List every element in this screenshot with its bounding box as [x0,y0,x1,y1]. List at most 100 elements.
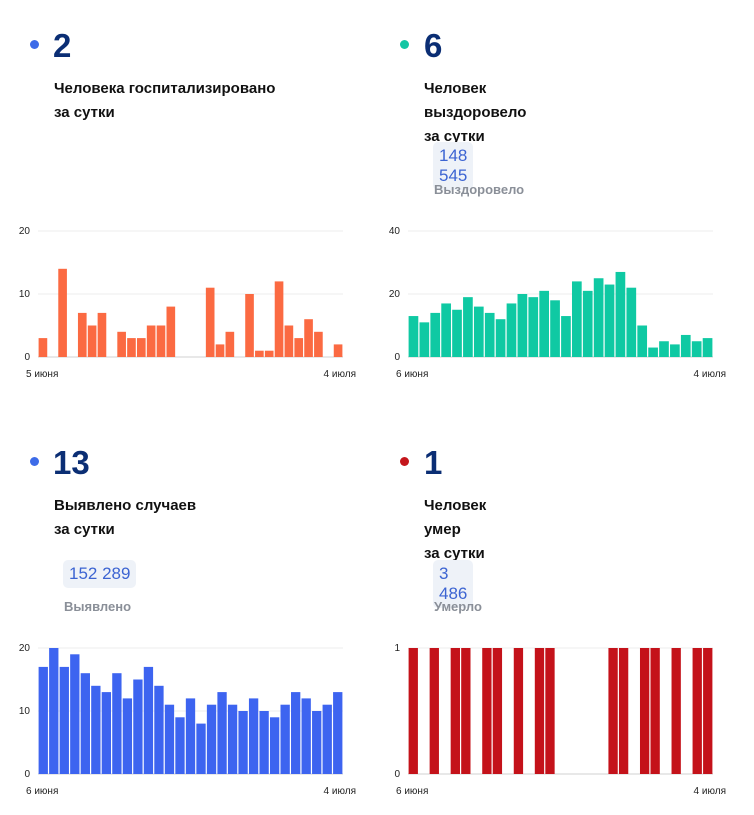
bar [127,338,136,357]
caption-line-2: за сутки [54,521,115,538]
bar [314,331,323,357]
bar [702,338,713,357]
caption-line-2: за сутки [54,104,115,121]
bar [461,648,471,774]
bar [671,648,681,774]
bullet-dot [400,457,409,466]
x-start-label: 6 июня [26,786,58,797]
y-tick-label: 40 [389,226,401,237]
daily-value: 2 [53,27,72,64]
bar [112,673,122,774]
bar [571,281,582,357]
bar [333,692,343,774]
bar [429,648,439,774]
bullet-dot [30,40,39,49]
caption: Человека госпитализировано за сутки [54,77,275,125]
bar [626,287,637,357]
total-badge: 3 486 [433,560,474,608]
bar [225,331,235,357]
bar [506,303,517,357]
caption: Человек умер за сутки [424,494,486,566]
bar [495,319,506,357]
bar [703,648,713,774]
bar [639,648,650,774]
bar [284,325,294,357]
caption-line-1: Человека госпитализировано [54,80,276,97]
bar [164,704,175,774]
chart-deaths: 0 1 6 июня 4 июля [394,643,726,797]
bar [419,322,430,357]
y-tick-label: 0 [24,352,30,363]
bar [156,325,166,357]
bar [561,316,571,357]
bar [101,692,112,774]
bar [91,685,101,774]
bar [650,648,660,774]
y-tick-label: 1 [394,643,400,654]
y-tick-label: 20 [389,289,401,300]
bar [659,341,669,357]
bar [259,711,269,774]
bar [294,338,304,357]
bar [513,648,524,774]
bar [122,698,133,774]
bar [87,325,97,357]
bar [550,300,560,357]
total-label: Умерло [434,599,482,614]
bar [473,306,484,357]
bar [49,648,59,774]
total-label: Выявлено [64,599,132,614]
bar [217,692,227,774]
caption-line-1: Человек выздоровело [424,80,527,121]
x-start-label: 6 июня [396,786,428,797]
total-label: Выздоровело [434,182,525,197]
bar [58,268,67,357]
bar [304,319,313,357]
bar [528,297,539,357]
chart-hospitalized: 0 10 20 5 июня 4 июля [19,226,356,380]
x-end-label: 4 июля [324,369,356,380]
bar [450,648,460,774]
bar [545,648,555,774]
total-badge: 148 545 [433,142,474,190]
x-start-label: 5 июня [26,369,58,380]
daily-value: 1 [424,444,443,481]
bar [38,666,48,774]
daily-value: 6 [424,27,443,64]
y-tick-label: 10 [19,289,31,300]
bar [238,711,248,774]
y-tick-label: 10 [19,706,31,717]
bar [482,648,492,774]
bar [615,271,626,357]
bar [133,679,143,774]
bar [146,325,156,357]
bar [680,334,691,357]
bar [441,303,451,357]
bar [245,294,254,357]
bar [637,325,648,357]
bar [70,654,80,774]
caption-line-1: Человек умер [424,497,487,538]
chart-recovered: 0 20 40 6 июня 4 июля [389,226,726,380]
chart-cases: 0 10 20 6 июня 4 июля [19,643,356,797]
bar [154,685,164,774]
bar [280,704,290,774]
bar [618,648,629,774]
bullet-dot [400,40,409,49]
x-start-label: 6 июня [396,369,428,380]
bar [408,648,418,774]
bar [517,294,528,357]
caption: Выявлено случаев за сутки [54,494,196,542]
daily-value: 13 [53,444,90,481]
bar [333,344,343,357]
bar [408,316,419,357]
bar [205,287,215,357]
y-tick-label: 20 [19,643,31,654]
bar [301,698,311,774]
bar [80,673,90,774]
bullet-dot [30,457,39,466]
bar [648,347,658,357]
bar [38,338,48,357]
caption-line-1: Выявлено случаев [54,497,197,514]
y-tick-label: 20 [19,226,31,237]
